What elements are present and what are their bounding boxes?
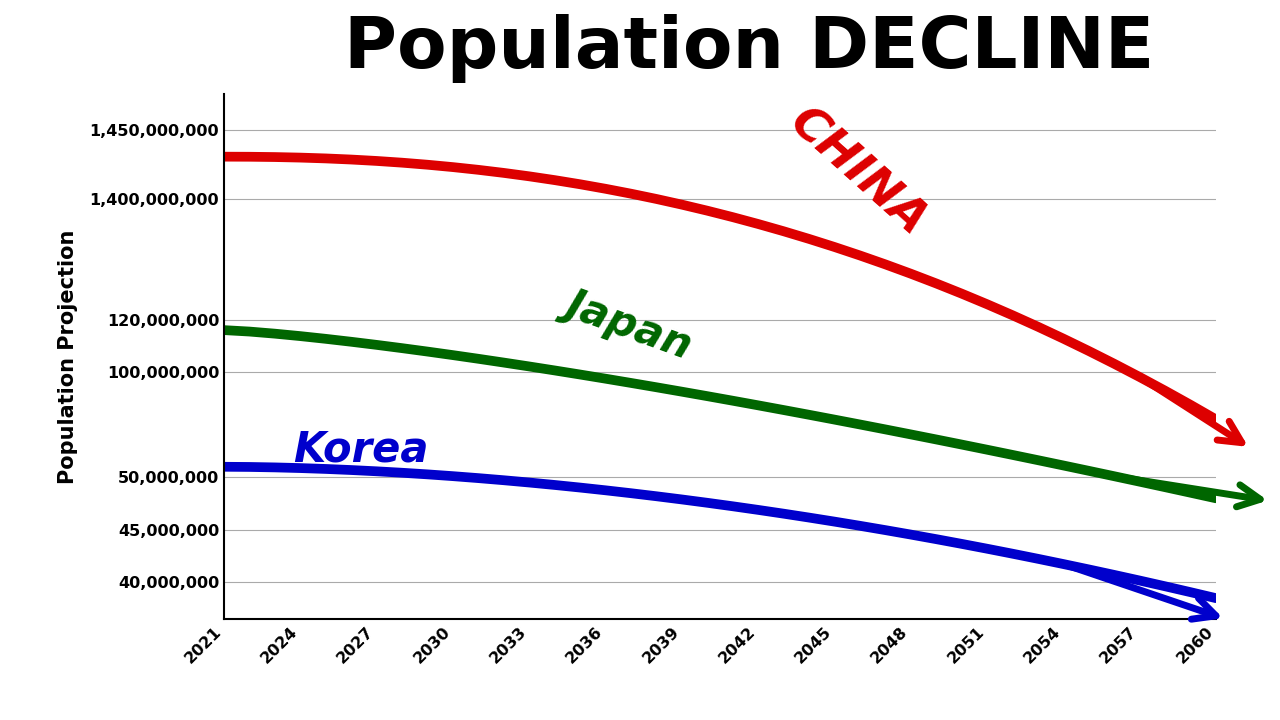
Text: Japan: Japan — [561, 281, 699, 366]
Text: Korea: Korea — [293, 428, 429, 471]
Text: CHINA: CHINA — [780, 100, 934, 246]
Text: Population DECLINE: Population DECLINE — [343, 14, 1155, 84]
Y-axis label: Population Projection: Population Projection — [59, 229, 78, 484]
